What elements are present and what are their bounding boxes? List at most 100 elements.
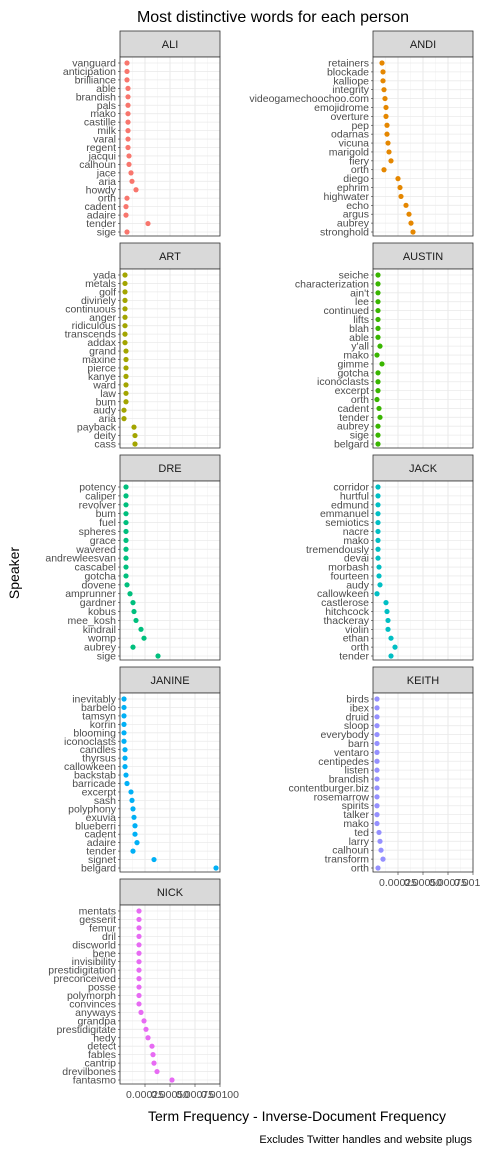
word-label: hurtful <box>340 490 369 502</box>
word-label: grandpa <box>77 1015 116 1027</box>
word-label: tender <box>86 218 116 230</box>
panel-strip-label: AUSTIN <box>403 251 443 263</box>
word-label: aria <box>98 176 116 188</box>
word-label: convinces <box>69 998 116 1010</box>
data-point <box>132 441 138 447</box>
panel-strip-label: KEITH <box>407 675 439 687</box>
data-point <box>141 635 147 641</box>
data-point <box>136 916 142 923</box>
word-label: emmanuel <box>320 508 369 520</box>
data-point <box>379 361 385 367</box>
data-point <box>375 379 381 385</box>
word-label: jace <box>96 167 116 179</box>
word-label: howdy <box>86 184 117 196</box>
data-point <box>128 789 134 795</box>
word-label: tender <box>86 846 116 858</box>
word-label: audy <box>93 405 117 417</box>
data-point <box>123 204 129 210</box>
word-label: fiery <box>349 155 370 167</box>
data-point <box>386 149 392 155</box>
word-label: callowkeen <box>64 761 116 773</box>
data-point <box>143 1026 149 1032</box>
data-point <box>374 705 380 711</box>
data-point <box>380 78 386 84</box>
panel-border <box>119 268 221 449</box>
data-point <box>377 414 383 420</box>
data-point <box>123 772 129 778</box>
word-label: bum <box>96 508 117 520</box>
word-label: golf <box>99 286 116 298</box>
data-point <box>136 950 142 956</box>
word-label: druid <box>346 711 370 723</box>
word-label: continuous <box>65 303 116 315</box>
word-label: castille <box>84 117 116 129</box>
data-point <box>121 416 127 422</box>
data-point <box>136 925 142 931</box>
panel-strip <box>372 242 474 270</box>
word-label: iconoclasts <box>64 736 116 748</box>
word-label: anyways <box>75 1007 116 1019</box>
word-label: videogamechoochoo.com <box>249 93 369 105</box>
data-point <box>132 831 138 837</box>
word-label: gimme <box>337 358 369 370</box>
data-point <box>123 365 129 371</box>
word-label: cadent <box>84 829 116 841</box>
data-point <box>123 564 129 570</box>
data-point <box>136 984 142 990</box>
data-point <box>374 696 380 702</box>
word-label: brandish <box>329 774 369 786</box>
data-point <box>375 370 381 376</box>
word-label: characterization <box>295 278 369 290</box>
data-point <box>151 856 157 863</box>
data-point <box>385 140 391 146</box>
word-label: everybody <box>321 729 370 741</box>
word-label: continued <box>323 305 369 317</box>
word-label: gesserit <box>79 914 116 926</box>
word-label: dril <box>102 931 116 943</box>
word-label: spheres <box>79 526 116 538</box>
data-point <box>410 229 416 235</box>
data-point <box>129 797 135 804</box>
word-label: callowkeen <box>317 588 369 600</box>
data-point <box>388 653 394 659</box>
data-point <box>381 87 387 93</box>
data-point <box>384 608 390 615</box>
data-point <box>123 493 129 499</box>
data-point <box>154 1068 160 1075</box>
data-point <box>121 730 127 736</box>
data-point <box>125 119 131 125</box>
data-point <box>122 280 128 287</box>
panel-jack: JACK corridorhurtfuledmundemmanuelsemioti… <box>306 454 474 663</box>
data-point <box>136 933 142 939</box>
word-label: stronghold <box>320 227 369 239</box>
word-label: sloop <box>344 720 369 732</box>
word-label: fantasmo <box>73 1075 116 1087</box>
data-point <box>134 840 140 846</box>
word-label: mako <box>90 108 116 120</box>
data-point <box>141 1018 147 1024</box>
data-point <box>130 644 136 650</box>
word-label: retainers <box>328 58 369 70</box>
data-point <box>124 60 130 66</box>
word-label: transcends <box>65 329 116 341</box>
word-label: calhoun <box>79 159 116 171</box>
word-label: mako <box>343 350 369 362</box>
data-point <box>379 60 385 66</box>
word-label: polyphony <box>68 803 117 815</box>
data-point <box>392 644 398 650</box>
data-point <box>125 94 131 100</box>
word-label: argus <box>343 209 369 221</box>
panel-strip-label: ALI <box>162 39 179 51</box>
word-label: kalliope <box>333 75 369 87</box>
data-point <box>375 528 381 535</box>
panel-strip <box>372 454 474 482</box>
word-label: womp <box>87 633 116 645</box>
word-label: belgard <box>334 439 369 451</box>
word-label: tamsyn <box>82 710 116 722</box>
data-point <box>375 432 381 438</box>
word-label: tender <box>339 651 369 663</box>
word-label: devai <box>344 553 369 565</box>
word-label: orth <box>351 642 369 654</box>
word-label: varal <box>93 134 116 146</box>
data-point <box>121 721 127 727</box>
